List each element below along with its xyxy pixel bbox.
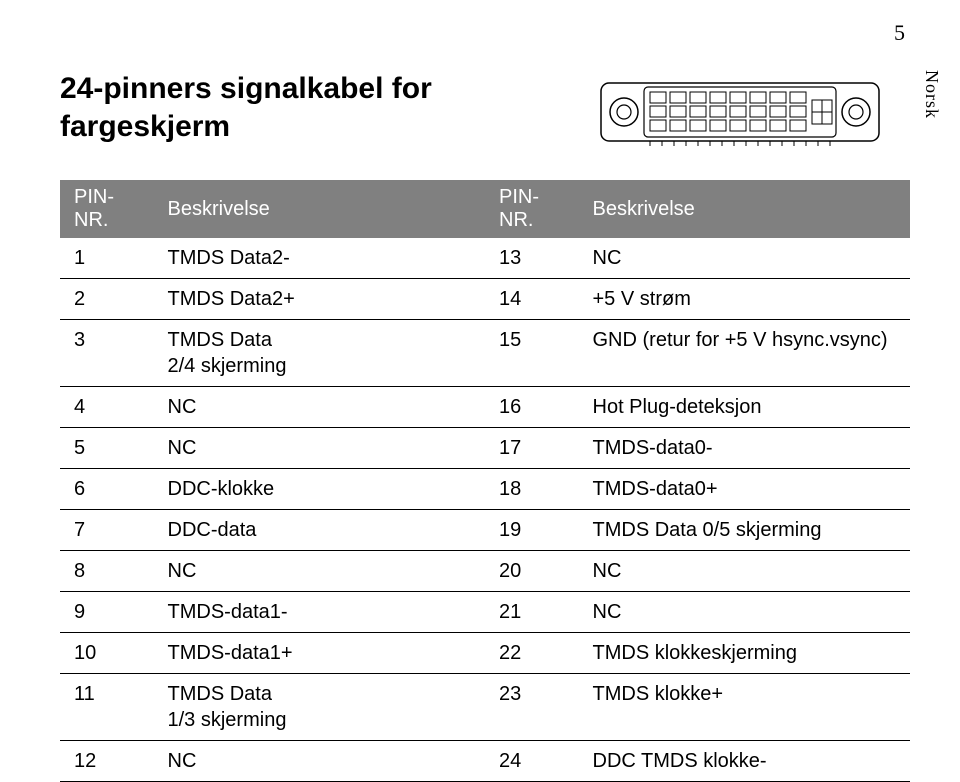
table-cell: 14 [485,279,579,320]
col-desc-left: Beskrivelse [154,180,486,238]
table-cell: 10 [60,633,154,674]
table-cell: 22 [485,633,579,674]
table-cell: TMDS klokke+ [579,674,911,741]
table-cell: DDC-klokke [154,469,486,510]
table-cell: TMDS-data0+ [579,469,911,510]
table-cell: 21 [485,592,579,633]
table-cell: TMDS-data0- [579,428,911,469]
table-row: 2TMDS Data2+14+5 V strøm [60,279,910,320]
table-row: 6DDC-klokke18TMDS-data0+ [60,469,910,510]
table-cell: DDC TMDS klokke- [579,741,911,782]
table-cell: 6 [60,469,154,510]
table-cell: 17 [485,428,579,469]
table-row: 5NC17TMDS-data0- [60,428,910,469]
table-row: 3TMDS Data2/4 skjerming15GND (retur for … [60,320,910,387]
table-cell: 2 [60,279,154,320]
table-row: 11TMDS Data1/3 skjerming23TMDS klokke+ [60,674,910,741]
table-row: 7DDC-data19TMDS Data 0/5 skjerming [60,510,910,551]
table-cell: 7 [60,510,154,551]
table-cell: NC [154,428,486,469]
side-language-label: Norsk [921,70,942,119]
table-cell: TMDS Data2+ [154,279,486,320]
page-number: 5 [894,20,905,46]
table-cell: NC [579,238,911,279]
table-header-row: PIN-NR. Beskrivelse PIN-NR. Beskrivelse [60,180,910,238]
table-cell: 11 [60,674,154,741]
table-cell: TMDS Data2- [154,238,486,279]
header-row: 24-pinners signalkabel for fargeskjerm [60,70,910,155]
table-row: 9TMDS-data1-21NC [60,592,910,633]
table-cell: 20 [485,551,579,592]
table-cell: 5 [60,428,154,469]
table-cell: 15 [485,320,579,387]
table-cell: 18 [485,469,579,510]
table-row: 8NC20NC [60,551,910,592]
table-cell: GND (retur for +5 V hsync.vsync) [579,320,911,387]
table-row: 4NC16Hot Plug-deteksjon [60,387,910,428]
col-pin-right: PIN-NR. [485,180,579,238]
table-cell: 16 [485,387,579,428]
table-cell: NC [579,551,911,592]
table-row: 12NC24DDC TMDS klokke- [60,741,910,782]
table-cell: 4 [60,387,154,428]
table-cell: +5 V strøm [579,279,911,320]
dvi-connector-diagram [600,75,880,155]
table-row: 10TMDS-data1+22TMDS klokkeskjerming [60,633,910,674]
table-cell: NC [579,592,911,633]
table-cell: 19 [485,510,579,551]
table-cell: DDC-data [154,510,486,551]
pinout-table: PIN-NR. Beskrivelse PIN-NR. Beskrivelse … [60,180,910,782]
table-row: 1TMDS Data2-13NC [60,238,910,279]
table-cell: NC [154,741,486,782]
table-cell: 1 [60,238,154,279]
table-cell: Hot Plug-deteksjon [579,387,911,428]
col-desc-right: Beskrivelse [579,180,911,238]
table-cell: NC [154,387,486,428]
table-cell: NC [154,551,486,592]
table-cell: TMDS Data1/3 skjerming [154,674,486,741]
table-cell: 24 [485,741,579,782]
table-cell: 13 [485,238,579,279]
table-cell: 3 [60,320,154,387]
table-cell: TMDS-data1- [154,592,486,633]
table-cell: TMDS klokkeskjerming [579,633,911,674]
col-pin-left: PIN-NR. [60,180,154,238]
table-cell: TMDS-data1+ [154,633,486,674]
table-cell: TMDS Data2/4 skjerming [154,320,486,387]
table-cell: 12 [60,741,154,782]
page-title: 24-pinners signalkabel for fargeskjerm [60,70,490,145]
table-cell: 9 [60,592,154,633]
table-cell: 23 [485,674,579,741]
table-cell: 8 [60,551,154,592]
table-cell: TMDS Data 0/5 skjerming [579,510,911,551]
